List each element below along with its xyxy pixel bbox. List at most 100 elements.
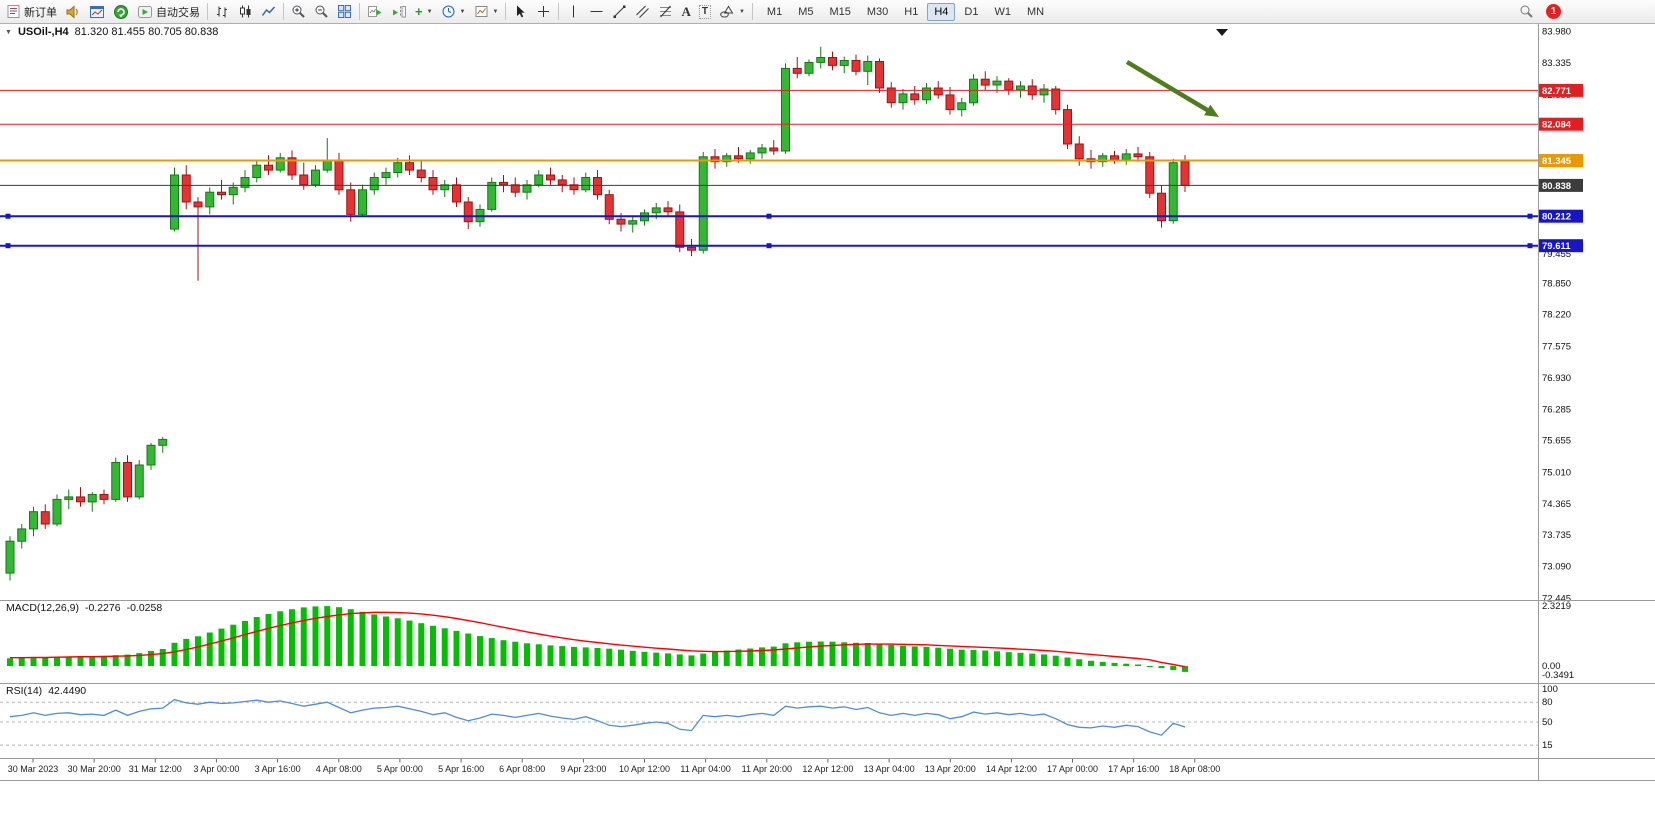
chevron-down-icon: ▼: [492, 8, 499, 15]
crosshair-button[interactable]: [532, 1, 555, 22]
candle-body: [181, 174, 191, 203]
price-axis-label: 75.655: [1542, 436, 1571, 447]
chart-shift-marker[interactable]: [1216, 29, 1228, 36]
candle-body: [264, 164, 273, 171]
macd-histogram-bar: [923, 646, 930, 666]
text-button[interactable]: A: [677, 1, 694, 22]
toolbar-separator: [283, 3, 284, 20]
timeframe-mn-button[interactable]: MN: [1026, 5, 1045, 18]
hline-handle[interactable]: [5, 213, 11, 219]
timeframe-h1-button[interactable]: H1: [904, 5, 919, 18]
charts-button[interactable]: [85, 1, 109, 22]
time-axis-label: 9 Apr 23:00: [560, 764, 606, 774]
timeframe-m30-button[interactable]: M30: [866, 5, 889, 18]
rsi-header: RSI(14) 42.4490: [6, 685, 86, 697]
timeframe-m1-button[interactable]: M1: [766, 5, 783, 18]
trend-arrow-head[interactable]: [1204, 104, 1219, 117]
candlestick-chart-button[interactable]: [234, 1, 257, 22]
zoom-in-button[interactable]: [287, 1, 310, 22]
symbol-collapse-icon[interactable]: ▼: [5, 28, 12, 36]
search-button[interactable]: [1515, 1, 1538, 22]
trendline-button[interactable]: [608, 1, 631, 22]
auto-trading-button[interactable]: 自动交易: [133, 1, 204, 22]
rsi-line: [9, 698, 1186, 736]
macd-histogram-bar: [1170, 666, 1177, 671]
macd-histogram-bar: [136, 653, 143, 666]
hline-handle[interactable]: [5, 243, 11, 249]
shapes-button[interactable]: ▼: [715, 1, 749, 22]
macd-histogram-bar: [171, 642, 178, 666]
candle-body: [804, 62, 814, 74]
rsi-axis-label: 100: [1542, 684, 1558, 695]
candle-body: [875, 61, 884, 89]
templates-button[interactable]: ▼: [470, 1, 503, 22]
channel-button[interactable]: [631, 1, 654, 22]
macd-histogram-bar: [430, 625, 436, 666]
add-indicator-button[interactable]: + ▼: [411, 1, 437, 22]
candle-body: [393, 162, 403, 173]
hline-handle[interactable]: [1527, 243, 1533, 249]
timeframe-m15-button[interactable]: M15: [829, 5, 851, 18]
time-axis-label: 17 Apr 00:00: [1047, 764, 1098, 774]
candle-body: [604, 194, 614, 220]
macd-histogram-bar: [676, 654, 683, 666]
time-axis[interactable]: [0, 759, 1538, 780]
hline-handle[interactable]: [766, 243, 772, 249]
bar-chart-icon: [217, 6, 227, 18]
candle-body: [1110, 155, 1119, 161]
macd-histogram-bar: [1052, 655, 1059, 666]
macd-histogram-bar: [970, 650, 977, 666]
auto-scroll-button[interactable]: [363, 1, 387, 22]
macd-histogram-bar: [747, 648, 754, 666]
macd-histogram-bar: [947, 648, 953, 666]
macd-histogram-bar: [1017, 652, 1024, 666]
timeframe-w1-button[interactable]: W1: [994, 5, 1011, 18]
time-axis-label: 5 Apr 16:00: [438, 764, 484, 774]
time-axis-label: 11 Apr 04:00: [680, 764, 730, 774]
auto-scroll-icon: [368, 6, 382, 17]
time-axis-label: 4 Apr 08:00: [316, 764, 362, 774]
new-order-label: 新订单: [24, 6, 57, 19]
candle-body: [99, 494, 109, 500]
macd-histogram-bar: [312, 606, 319, 666]
vertical-line-button[interactable]: [562, 1, 585, 22]
sound-button[interactable]: [61, 1, 85, 22]
periods-button[interactable]: ▼: [437, 1, 470, 22]
candlestick-icon: [240, 5, 251, 18]
macd-histogram-bar: [347, 609, 354, 666]
new-order-button[interactable]: 新订单: [2, 1, 61, 22]
candle-body: [146, 444, 156, 466]
macd-histogram-bar: [488, 638, 495, 666]
cursor-button[interactable]: [509, 1, 532, 22]
candle-body: [76, 496, 85, 503]
price-axis-label: 72.445: [1542, 593, 1571, 604]
hline-handle[interactable]: [1527, 213, 1533, 219]
timeframe-d1-button[interactable]: D1: [964, 5, 979, 18]
chart-shift-button[interactable]: [387, 1, 411, 22]
notification-badge[interactable]: 1: [1546, 4, 1561, 19]
community-button[interactable]: [109, 1, 133, 22]
fibonacci-button[interactable]: [654, 1, 677, 22]
sound-icon: [66, 4, 78, 19]
macd-histogram-bar: [77, 656, 84, 666]
line-chart-button[interactable]: [257, 1, 280, 22]
price-line-badge-value: 80.838: [1542, 181, 1571, 192]
macd-histogram-bar: [829, 641, 836, 666]
macd-axis-label: -0.3491: [1542, 670, 1574, 681]
trend-arrow-line[interactable]: [1125, 60, 1214, 115]
bar-chart-button[interactable]: [211, 1, 234, 22]
price-axis[interactable]: [1538, 24, 1655, 780]
zoom-out-button[interactable]: [310, 1, 333, 22]
chevron-down-icon: ▼: [459, 8, 466, 15]
label-button[interactable]: T: [695, 1, 715, 22]
macd-histogram-bar: [853, 642, 859, 666]
timeframe-m5-button[interactable]: M5: [798, 5, 814, 18]
timeframe-h4-button[interactable]: H4: [927, 2, 956, 21]
macd-histogram-bar: [1041, 654, 1047, 666]
hline-handle[interactable]: [766, 213, 772, 219]
macd-histogram-bar: [665, 653, 671, 666]
candle-body: [252, 164, 262, 178]
tile-windows-button[interactable]: [333, 1, 356, 22]
horizontal-line-button[interactable]: [585, 1, 608, 22]
